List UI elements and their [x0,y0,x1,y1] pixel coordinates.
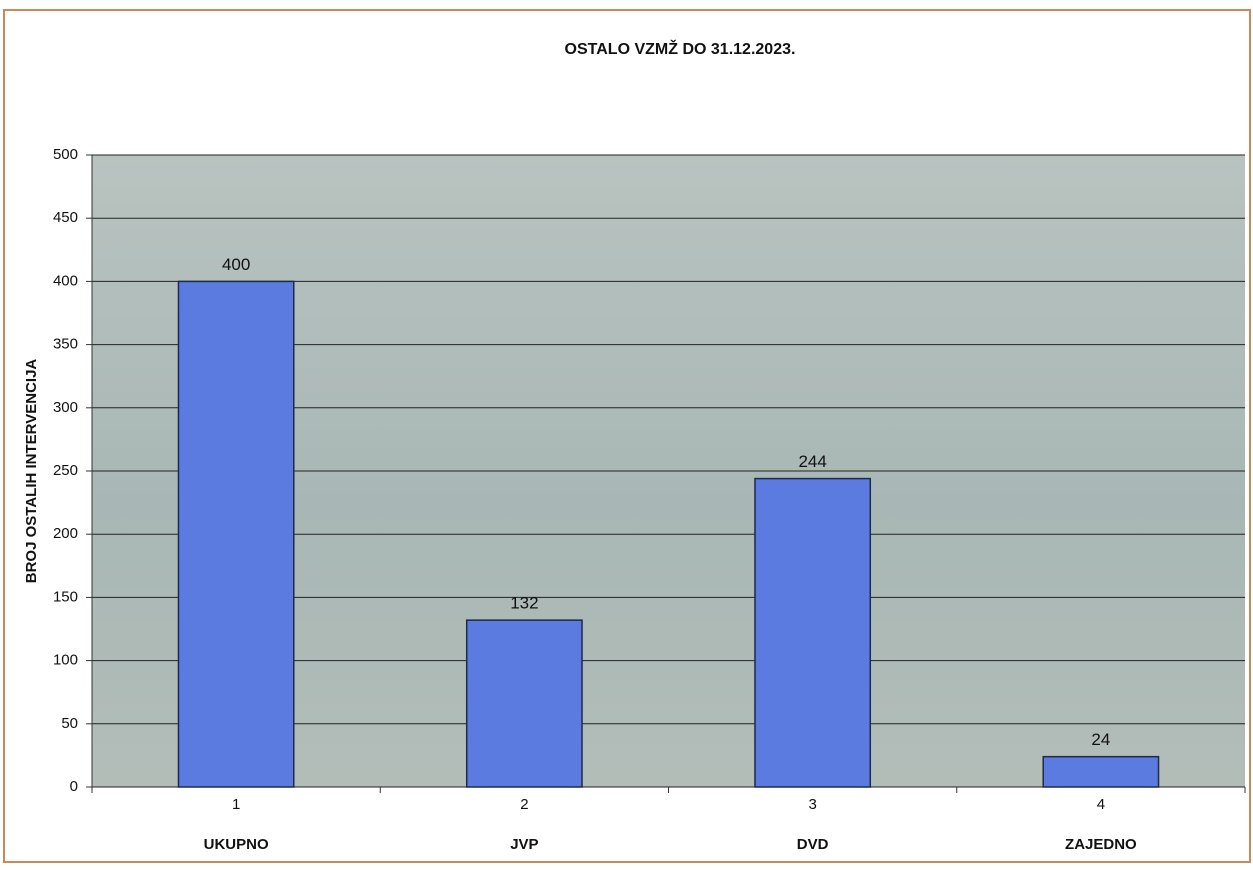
y-tick-label: 350 [53,336,78,353]
y-tick-label: 150 [53,588,78,605]
category-name: DVD [797,836,829,853]
x-tick-label: 4 [1097,796,1105,813]
x-tick-label: 2 [520,796,528,813]
y-tick-label: 450 [53,209,78,226]
y-tick-label: 50 [61,715,78,732]
y-tick-label: 0 [70,778,78,795]
y-axis-label: BROJ OSTALIH INTERVENCIJA [23,359,40,584]
y-tick-label: 300 [53,399,78,416]
y-tick-label: 400 [53,272,78,289]
category-name: UKUPNO [204,836,269,853]
y-tick-label: 250 [53,462,78,479]
y-tick-label: 500 [53,146,78,163]
y-tick-label: 100 [53,652,78,669]
data-label: 24 [1091,730,1110,749]
data-label: 244 [798,452,826,471]
data-label: 400 [222,255,250,274]
chart-title: OSTALO VZMŽ DO 31.12.2023. [565,39,796,58]
x-tick-label: 1 [232,796,240,813]
bar [1042,755,1160,788]
data-label: 132 [510,594,538,613]
category-name: JVP [510,836,538,853]
y-tick-label: 200 [53,525,78,542]
bar [754,477,872,788]
x-tick-label: 3 [808,796,816,813]
bar [177,280,295,788]
bar [465,619,583,788]
category-name: ZAJEDNO [1065,836,1137,853]
